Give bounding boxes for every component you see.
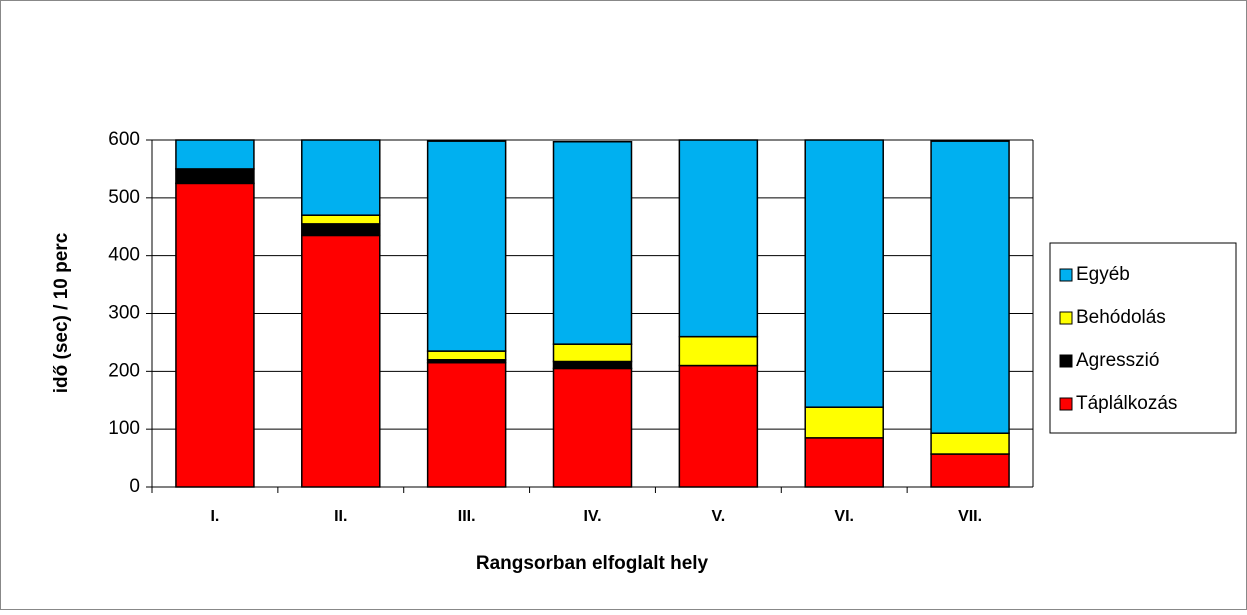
y-tick-label: 100	[108, 418, 140, 439]
legend-label: Táplálkozás	[1076, 393, 1177, 414]
legend-label: Agresszió	[1076, 350, 1159, 371]
bar-segment	[804, 437, 884, 488]
bar-segment	[552, 343, 633, 363]
legend-box	[1049, 242, 1237, 434]
bar-segment	[301, 234, 381, 488]
legend-swatch	[1059, 354, 1073, 368]
bar-segment	[175, 139, 255, 170]
bar-segment	[804, 139, 884, 408]
y-tick-label: 200	[108, 360, 140, 381]
legend-swatch	[1059, 268, 1073, 282]
x-tick-label: VI.	[834, 508, 854, 525]
x-axis-label: Rangsorban elfoglalt hely	[476, 553, 709, 574]
bar-segment	[301, 214, 381, 225]
bar-segment	[552, 367, 633, 488]
x-tick-label: IV.	[583, 508, 601, 525]
y-axis-label: idő (sec) / 10 perc	[51, 232, 72, 393]
x-tick-label: II.	[334, 508, 347, 525]
bar-segment	[930, 453, 1010, 488]
bar-segment	[678, 335, 759, 367]
bar-segment	[426, 350, 507, 361]
y-tick-label: 500	[108, 187, 140, 208]
bar-segment	[301, 223, 381, 237]
bar-segment	[930, 432, 1010, 455]
x-tick-label: V.	[712, 508, 726, 525]
legend-label: Egyéb	[1076, 264, 1130, 285]
y-tick-label: 400	[108, 245, 140, 266]
y-tick-label: 300	[108, 303, 140, 324]
x-tick-label: VII.	[958, 508, 982, 525]
bar-segment	[552, 360, 633, 370]
bar-segment	[552, 140, 633, 345]
legend-swatch	[1059, 397, 1073, 411]
bar-segment	[175, 168, 255, 185]
bar-segment	[426, 361, 507, 488]
bar-segment	[678, 364, 759, 488]
bar-segment	[301, 139, 381, 216]
legend-label: Behódolás	[1076, 307, 1166, 328]
bar-segment	[175, 182, 255, 488]
y-tick-label: 0	[129, 476, 140, 497]
bar-segment	[930, 140, 1010, 434]
bar-segment	[426, 140, 507, 352]
x-tick-label: III.	[458, 508, 476, 525]
bar-segment	[678, 139, 759, 338]
y-tick-label: 600	[108, 129, 140, 150]
x-tick-label: I.	[210, 508, 219, 525]
legend-swatch	[1059, 311, 1073, 325]
bar-segment	[804, 406, 884, 439]
